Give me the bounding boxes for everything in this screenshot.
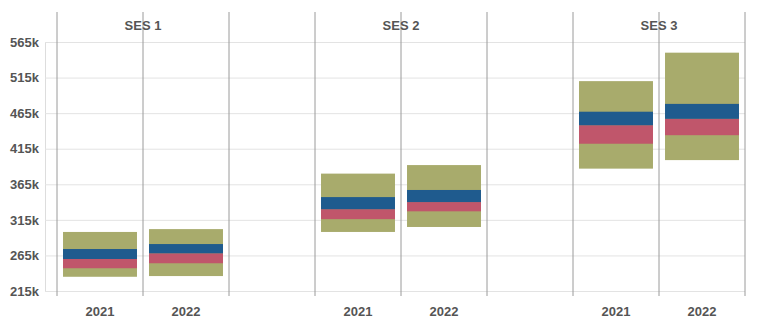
range-bar	[579, 112, 653, 126]
range-bar	[149, 244, 223, 253]
separator-line	[315, 12, 316, 296]
grid-line	[45, 220, 745, 221]
y-tick: 565k	[10, 35, 745, 50]
range-bar	[665, 53, 739, 160]
x-tick-label: 2021	[602, 304, 631, 319]
range-bar	[407, 202, 481, 211]
grid-line	[45, 184, 745, 185]
y-tick-label: 265k	[10, 248, 40, 263]
group-label: SES 2	[383, 18, 420, 33]
range-bar	[149, 253, 223, 263]
grid-line	[45, 291, 745, 292]
range-bar	[665, 104, 739, 119]
range-bar	[665, 119, 739, 135]
range-bar	[63, 259, 137, 268]
range-bar	[579, 81, 653, 169]
x-tick-label: 2022	[430, 304, 459, 319]
y-tick: 215k	[10, 284, 745, 299]
x-tick-label: 2021	[344, 304, 373, 319]
range-bar	[579, 125, 653, 143]
y-axis: 215k 265k 315k 365k 415k 465k 515k 565k	[10, 35, 745, 299]
y-tick-label: 565k	[10, 35, 40, 50]
range-bar	[63, 232, 137, 277]
separator-line	[487, 12, 488, 296]
group-label: SES 3	[641, 18, 678, 33]
range-bar	[321, 197, 395, 209]
separator-line	[659, 12, 660, 296]
group-label: SES 1	[125, 18, 162, 33]
range-bar	[321, 174, 395, 232]
x-tick-label: 2022	[172, 304, 201, 319]
separator-line	[573, 12, 574, 296]
separator-line	[57, 12, 58, 296]
y-tick-label: 315k	[10, 213, 40, 228]
range-bar	[63, 249, 137, 259]
x-tick-label: 2021	[86, 304, 115, 319]
range-bar	[149, 229, 223, 276]
separators	[57, 12, 745, 296]
y-tick-label: 415k	[10, 141, 40, 156]
range-bar	[407, 165, 481, 227]
range-bar	[407, 190, 481, 202]
y-tick-label: 515k	[10, 70, 40, 85]
separator-line	[229, 12, 230, 296]
bars	[63, 53, 739, 277]
separator-line	[143, 12, 144, 296]
y-tick-label: 465k	[10, 106, 40, 121]
y-tick-label: 365k	[10, 177, 40, 192]
x-tick-label: 2022	[688, 304, 717, 319]
separator-line	[401, 12, 402, 296]
grid-line	[45, 42, 745, 43]
y-axis-line	[45, 43, 46, 292]
separator-line	[745, 12, 746, 296]
chart: 215k 265k 315k 365k 415k 465k 515k 565k SES 1 SES…	[0, 0, 768, 331]
grid-line	[45, 78, 745, 79]
y-tick-label: 215k	[10, 284, 40, 299]
range-bar	[321, 209, 395, 219]
